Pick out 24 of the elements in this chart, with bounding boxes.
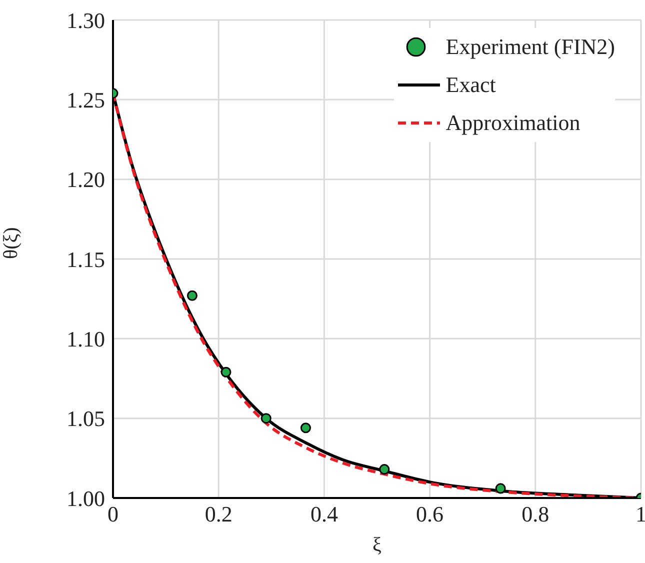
point [260,413,272,424]
point [220,366,232,378]
y-tick-label: 1.20 [66,167,105,192]
point [300,422,311,434]
point [495,483,506,494]
point [186,290,198,301]
legend-label: Exact [446,71,496,99]
x-tick-label: 0.8 [522,502,550,527]
x-tick-label: 0.4 [310,502,338,527]
y-tick-label: 1.15 [66,246,105,272]
y-tick-label: 1.10 [66,326,105,352]
x-tick-label: 0.2 [204,502,232,527]
x-tick-label: 1 [636,502,645,527]
y-tick-label: 1.00 [66,486,105,511]
point [379,464,390,475]
y-tick-label: 1.30 [66,8,105,33]
legend-label: Approximation [446,109,580,137]
y-tick-label: 1.25 [66,87,105,112]
x-axis-title: ξ [372,534,382,556]
x-tick-label: 0.6 [416,502,444,527]
legend-label: Experiment (FIN2) [446,33,615,61]
y-axis-title: θ(ξ) [0,227,22,259]
y-tick-label: 1.05 [66,406,105,432]
x-tick-label: 0 [108,502,118,527]
